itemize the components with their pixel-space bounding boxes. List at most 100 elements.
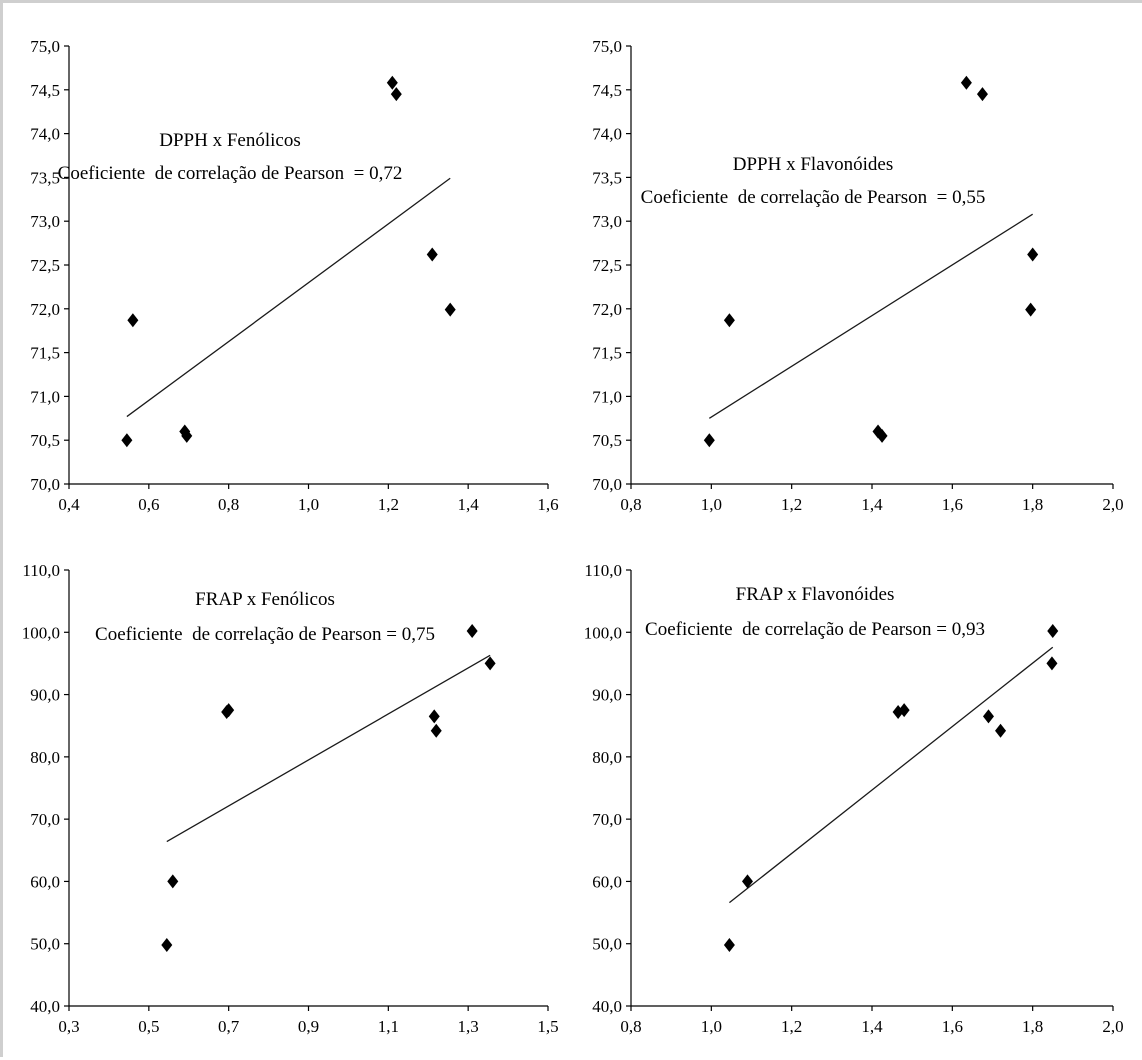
- y-tick-label: 75,0: [592, 37, 622, 56]
- y-tick-label: 110,0: [584, 561, 622, 580]
- data-point-diamond: [390, 87, 402, 102]
- x-tick-label: 1,8: [1022, 495, 1043, 514]
- trend-line: [708, 213, 1034, 419]
- y-tick-label: 71,5: [30, 344, 60, 363]
- data-point-diamond: [428, 709, 440, 724]
- data-point-diamond: [995, 723, 1007, 738]
- data-point-diamond: [466, 624, 478, 639]
- x-tick-label: 1,4: [458, 495, 480, 514]
- x-tick-label: 1,6: [537, 495, 558, 514]
- x-tick-label: 1,2: [378, 495, 399, 514]
- x-tick-label: 1,4: [861, 1017, 883, 1036]
- y-tick-label: 71,5: [592, 344, 622, 363]
- y-tick-label: 70,0: [592, 810, 622, 829]
- chart-panel-3: 40,0 50,0 60,0 70,0 80,0 90,0 100,0 110,0 0,3 0,5…: [22, 561, 559, 1036]
- x-tick-label: 1,2: [781, 495, 802, 514]
- x-tick-label: 0,8: [218, 495, 239, 514]
- x-tick-label: 1,8: [1022, 1017, 1043, 1036]
- y-tick-label: 90,0: [30, 686, 60, 705]
- y-tick-label: 75,0: [30, 37, 60, 56]
- y-tick-label: 60,0: [30, 872, 60, 891]
- data-point-diamond: [484, 656, 496, 671]
- data-point-diamond: [741, 874, 753, 889]
- data-point-diamond: [426, 247, 438, 262]
- x-tick-label: 2,0: [1102, 495, 1123, 514]
- y-tick-label: 70,0: [30, 475, 60, 494]
- y-tick-label: 74,5: [30, 81, 60, 100]
- data-point-diamond: [1047, 624, 1059, 639]
- y-tick-label: 90,0: [592, 686, 622, 705]
- data-point-diamond: [723, 937, 735, 952]
- y-tick-label: 70,5: [30, 431, 60, 450]
- chart-panel-1: 70,0 70,5 71,0 71,5 72,0 72,5 73,0 73,5 74,0 74,5…: [30, 37, 558, 514]
- y-tick-label: 72,5: [30, 256, 60, 275]
- chart-panel-2: 70,0 70,5 71,0 71,5 72,0 72,5 73,0 73,5 74,0 74,5…: [592, 37, 1123, 514]
- trend-line: [166, 654, 491, 843]
- y-tick-label: 100,0: [584, 623, 622, 642]
- x-tick-label: 1,4: [861, 495, 883, 514]
- data-point-diamond: [898, 703, 910, 718]
- data-point-diamond: [223, 703, 235, 718]
- data-point-diamond: [960, 75, 972, 90]
- x-tick-label: 1,6: [942, 1017, 963, 1036]
- y-tick-label: 73,0: [592, 212, 622, 231]
- x-tick-label: 1,0: [701, 495, 722, 514]
- x-tick-label: 1,0: [298, 495, 319, 514]
- trend-line: [126, 177, 451, 418]
- y-tick-label: 80,0: [592, 748, 622, 767]
- x-tick-label: 1,6: [942, 495, 963, 514]
- y-tick-label: 50,0: [30, 935, 60, 954]
- x-tick-label: 0,4: [58, 495, 80, 514]
- y-tick-label: 70,5: [592, 431, 622, 450]
- data-point-diamond: [161, 937, 173, 952]
- pearson-coefficient-label: Coeficiente de correlação de Pearson = 0…: [58, 163, 403, 184]
- data-point-diamond: [1046, 656, 1058, 671]
- x-tick-label: 0,6: [138, 495, 159, 514]
- y-tick-label: 71,0: [30, 387, 60, 406]
- x-tick-label: 1,5: [537, 1017, 558, 1036]
- data-point-diamond: [976, 87, 988, 102]
- chart-title: DPPH x Fenólicos: [159, 130, 300, 151]
- x-tick-label: 0,9: [298, 1017, 319, 1036]
- y-tick-label: 74,0: [30, 125, 60, 144]
- scatter-charts-grid: 70,0 70,5 71,0 71,5 72,0 72,5 73,0 73,5 74,0 74,5…: [22, 37, 1124, 1036]
- pearson-coefficient-label: Coeficiente de correlação de Pearson = 0…: [641, 187, 986, 208]
- y-tick-label: 73,0: [30, 212, 60, 231]
- x-tick-label: 0,8: [620, 1017, 641, 1036]
- y-tick-label: 50,0: [592, 935, 622, 954]
- y-tick-label: 70,0: [592, 475, 622, 494]
- y-tick-label: 110,0: [22, 561, 60, 580]
- pearson-coefficient-label: Coeficiente de correlação de Pearson = 0…: [645, 619, 985, 640]
- y-tick-label: 60,0: [592, 872, 622, 891]
- x-tick-label: 0,5: [138, 1017, 159, 1036]
- data-point-diamond: [167, 874, 179, 889]
- trend-line: [729, 646, 1054, 904]
- y-tick-label: 73,5: [592, 168, 622, 187]
- chart-panel-4: 40,0 50,0 60,0 70,0 80,0 90,0 100,0 110,0 0,8 1,0…: [584, 561, 1124, 1036]
- data-point-diamond: [703, 433, 715, 448]
- chart-title: DPPH x Flavonóides: [733, 154, 893, 175]
- x-tick-label: 1,2: [781, 1017, 802, 1036]
- x-tick-label: 0,3: [58, 1017, 79, 1036]
- y-tick-label: 100,0: [22, 623, 60, 642]
- y-tick-label: 71,0: [592, 387, 622, 406]
- data-point-diamond: [444, 302, 456, 317]
- data-point-diamond: [1027, 247, 1039, 262]
- data-point-diamond: [386, 75, 398, 90]
- y-tick-label: 40,0: [592, 997, 622, 1016]
- data-point-diamond: [121, 433, 133, 448]
- x-tick-label: 1,3: [458, 1017, 479, 1036]
- data-point-diamond: [430, 723, 442, 738]
- y-tick-label: 74,5: [592, 81, 622, 100]
- data-point-diamond: [982, 709, 994, 724]
- data-point-diamond: [127, 313, 139, 328]
- y-tick-label: 70,0: [30, 810, 60, 829]
- y-tick-label: 72,0: [30, 300, 60, 319]
- x-tick-label: 1,0: [701, 1017, 722, 1036]
- x-tick-label: 1,1: [378, 1017, 399, 1036]
- data-point-diamond: [1025, 302, 1037, 317]
- data-point-diamond: [876, 428, 888, 443]
- x-tick-label: 0,7: [218, 1017, 240, 1036]
- data-point-diamond: [723, 313, 735, 328]
